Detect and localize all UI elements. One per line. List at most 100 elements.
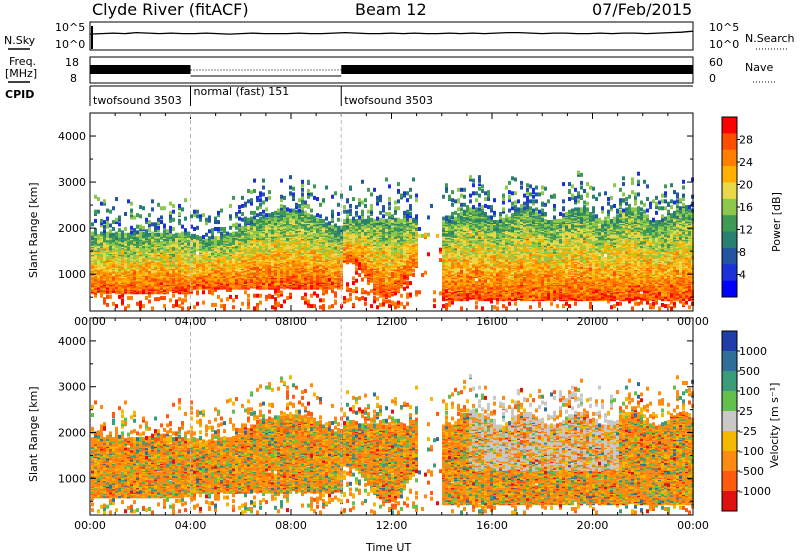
heatmap-cell [94, 219, 97, 223]
heatmap-cell [112, 233, 115, 237]
heatmap-cell [277, 209, 280, 213]
heatmap-cell [259, 301, 262, 305]
heatmap-cell [154, 226, 157, 230]
heatmap-cell [301, 183, 304, 187]
heatmap-cell [196, 302, 199, 306]
heatmap-cell [133, 228, 136, 232]
heatmap-cell [280, 198, 283, 202]
heatmap-cell [235, 295, 238, 299]
heatmap-cell [109, 210, 112, 214]
heatmap-cell [289, 175, 292, 179]
heatmap-cell [328, 305, 331, 309]
heatmap-cell [307, 260, 310, 264]
heatmap-cell [187, 306, 190, 310]
heatmap-cell [103, 225, 106, 229]
heatmap-cell [301, 199, 304, 203]
heatmap-cell [193, 210, 196, 214]
heatmap-cell [136, 272, 139, 276]
noise-right-tick-high: 10^5 [709, 21, 739, 34]
heatmap-cell [262, 200, 265, 204]
heatmap-cell [112, 220, 115, 224]
heatmap-cell [280, 290, 283, 294]
heatmap-cell [130, 209, 133, 213]
heatmap-cell [244, 202, 247, 206]
heatmap-cell [139, 251, 142, 255]
heatmap-cell [136, 302, 139, 306]
heatmap-cell [292, 249, 295, 253]
heatmap-cell [127, 199, 130, 203]
heatmap-cell [310, 192, 313, 196]
heatmap-cell [184, 232, 187, 236]
heatmap-cell [232, 232, 235, 236]
heatmap-cell [199, 214, 202, 218]
heatmap-cell [196, 226, 199, 230]
heatmap-cell [202, 301, 205, 305]
heatmap-cell [229, 279, 232, 283]
heatmap-cell [262, 192, 265, 196]
heatmap-cell [184, 217, 187, 221]
heatmap-cell [202, 213, 205, 217]
heatmap-cell [304, 200, 307, 204]
heatmap-cell [232, 196, 235, 200]
heatmap-cell [163, 304, 166, 308]
heatmap-cell [226, 288, 229, 292]
heatmap-cell [301, 192, 304, 196]
heatmap-cell [124, 306, 127, 310]
heatmap-cell [163, 256, 166, 260]
heatmap-cell [268, 255, 271, 259]
heatmap-cell [103, 301, 106, 305]
noise-left-tick-low: 10^0 [55, 38, 85, 51]
heatmap-cell [175, 303, 178, 307]
heatmap-cell [256, 276, 259, 280]
heatmap-cell [274, 211, 277, 215]
heatmap-cell [322, 198, 325, 202]
heatmap-cell [163, 206, 166, 210]
heatmap-cell [262, 259, 265, 263]
heatmap-cell [262, 214, 265, 218]
heatmap-cell [109, 247, 112, 251]
heatmap-cell [250, 217, 253, 221]
freq-right-tick-low: 0 [709, 72, 716, 85]
heatmap-cell [238, 224, 241, 228]
heatmap-cell [115, 197, 118, 201]
heatmap-cell [175, 299, 178, 303]
heatmap-cell [193, 264, 196, 268]
heatmap-cell [289, 209, 292, 213]
heatmap-cell [94, 294, 97, 298]
heatmap-cell [205, 218, 208, 222]
heatmap-cell [274, 244, 277, 248]
heatmap-cell [151, 199, 154, 203]
heatmap-cell [325, 251, 328, 255]
heatmap-cell [112, 206, 115, 210]
heatmap-cell [229, 237, 232, 241]
heatmap-cell [313, 233, 316, 237]
heatmap-cell [178, 304, 181, 308]
heatmap-cell [97, 240, 100, 244]
heatmap-cell [109, 295, 112, 299]
heatmap-cell [142, 304, 145, 308]
heatmap-cell [313, 215, 316, 219]
heatmap-cell [223, 227, 226, 231]
heatmap-cell [325, 282, 328, 286]
heatmap-cell [259, 242, 262, 246]
heatmap-cell [184, 198, 187, 202]
heatmap-cell [178, 204, 181, 208]
heatmap-cell [157, 226, 160, 230]
heatmap-cell [313, 245, 316, 249]
heatmap-cell [151, 222, 154, 226]
heatmap-cell [220, 227, 223, 231]
heatmap-cell [94, 195, 97, 199]
heatmap-cell [310, 294, 313, 298]
heatmap-cell [259, 212, 262, 216]
heatmap-cell [94, 232, 97, 236]
noise-series [90, 26, 693, 49]
heatmap-cell [325, 289, 328, 293]
heatmap-cell [181, 225, 184, 229]
heatmap-cell [223, 234, 226, 238]
heatmap-cell [106, 224, 109, 228]
heatmap-cell [271, 212, 274, 216]
heatmap-cell [169, 215, 172, 219]
heatmap-cell [232, 298, 235, 302]
heatmap-cell [121, 298, 124, 302]
